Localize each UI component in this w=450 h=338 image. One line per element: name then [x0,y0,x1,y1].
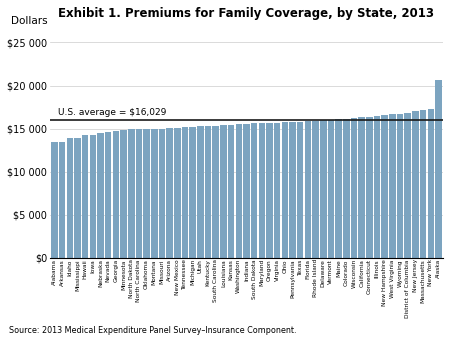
Bar [212,126,219,258]
Bar [205,126,211,258]
Bar [435,79,442,258]
Bar [112,131,119,258]
Bar [182,127,188,258]
Bar [420,110,426,258]
Bar [366,117,373,258]
Text: U.S. average = $16,029: U.S. average = $16,029 [58,108,166,117]
Bar [82,136,89,258]
Bar [97,133,104,258]
Bar [351,118,357,258]
Bar [74,138,81,258]
Bar [228,125,234,258]
Bar [189,127,196,258]
Bar [59,142,65,258]
Bar [67,138,73,258]
Bar [90,135,96,258]
Bar [320,120,327,258]
Bar [305,121,311,258]
Title: Exhibit 1. Premiums for Family Coverage, by State, 2013: Exhibit 1. Premiums for Family Coverage,… [58,7,434,20]
Bar [243,124,250,258]
Bar [312,121,319,258]
Bar [51,142,58,258]
Bar [144,129,150,258]
Bar [412,111,418,258]
Bar [159,128,165,258]
Bar [289,122,296,258]
Bar [328,120,334,258]
Bar [235,124,242,258]
Bar [397,114,403,258]
Text: Source: 2013 Medical Expenditure Panel Survey–Insurance Component.: Source: 2013 Medical Expenditure Panel S… [9,325,297,335]
Bar [335,119,342,258]
Bar [151,129,158,258]
Text: Dollars: Dollars [10,16,47,26]
Bar [197,126,204,258]
Bar [266,123,273,258]
Bar [358,117,365,258]
Bar [251,123,257,258]
Bar [105,132,112,258]
Bar [428,109,434,258]
Bar [405,113,411,258]
Bar [135,129,142,258]
Bar [259,123,265,258]
Bar [382,115,388,258]
Bar [120,130,127,258]
Bar [297,122,303,258]
Bar [174,128,180,258]
Bar [343,119,350,258]
Bar [166,128,173,258]
Bar [389,114,396,258]
Bar [282,122,288,258]
Bar [374,116,380,258]
Bar [220,125,227,258]
Bar [128,129,135,258]
Bar [274,123,280,258]
